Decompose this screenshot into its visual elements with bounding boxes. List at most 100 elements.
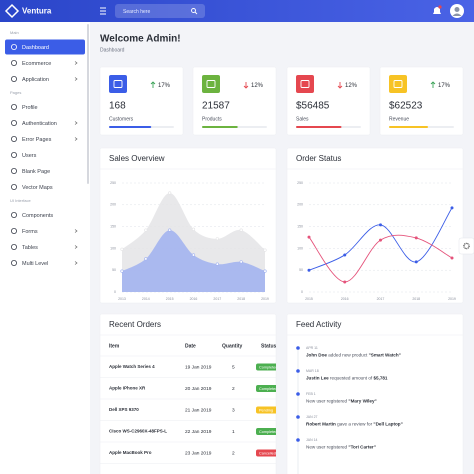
table-cell: 5 xyxy=(232,364,235,370)
orders-table: Item Date Quantity Status Apple Watch Series… xyxy=(100,343,277,464)
feed-action: added new product xyxy=(328,353,368,358)
feed-text: Robert Martin gave a review for "Dell La… xyxy=(306,422,403,427)
table-cell: 3 xyxy=(232,407,235,413)
status-badge xyxy=(256,406,276,414)
y-tick-label: 100 xyxy=(297,246,303,250)
table-cell: 20 Jan 2019 xyxy=(185,386,212,392)
stat-icon-glyph xyxy=(393,80,403,88)
progress-bar xyxy=(296,126,342,128)
feed-object: "Tori Carter" xyxy=(348,445,376,450)
sidebar-item[interactable]: Forms xyxy=(22,229,38,235)
avatar-head xyxy=(454,7,460,12)
stat-value: 21587 xyxy=(202,101,230,112)
sidebar-item[interactable]: Error Pages xyxy=(22,137,52,143)
point xyxy=(343,280,347,284)
x-tick-label: 2018 xyxy=(412,297,420,301)
sidebar-item[interactable]: Multi Level xyxy=(22,261,48,267)
point xyxy=(144,257,148,261)
feed-actor: John Doe xyxy=(306,353,327,358)
sidebar-item[interactable]: Profile xyxy=(22,105,38,111)
feed-date: FEB 1 xyxy=(306,392,316,396)
timeline-dot xyxy=(296,346,300,350)
table-cell: 23 Jan 2019 xyxy=(185,450,212,456)
sidebar-icon xyxy=(10,227,17,234)
sidebar-arrow xyxy=(74,121,78,125)
sidebar-arrow xyxy=(74,77,78,81)
sidebar-item[interactable]: Tables xyxy=(22,245,38,251)
stat-change: 12% xyxy=(345,83,358,89)
y-tick-label: 50 xyxy=(299,268,303,272)
search-box[interactable] xyxy=(115,4,205,18)
feed-card xyxy=(286,313,464,474)
search-icon xyxy=(194,11,198,15)
progress-bar xyxy=(202,126,238,128)
sidebar-item[interactable]: Ecommerce xyxy=(22,61,51,67)
point xyxy=(307,268,311,272)
stat-icon xyxy=(389,75,407,93)
feed-date: JAN 14 xyxy=(306,438,318,442)
feed-action: New user registered xyxy=(306,445,348,450)
point xyxy=(191,227,196,231)
settings-button[interactable] xyxy=(458,237,474,255)
stat-icon-glyph xyxy=(206,80,216,88)
x-tick-label: 2017 xyxy=(377,297,385,301)
timeline-dot xyxy=(296,415,300,419)
sidebar-icon xyxy=(10,135,17,142)
sidebar-icon xyxy=(10,167,17,174)
y-tick-label: 250 xyxy=(110,181,116,185)
column-header: Date xyxy=(185,343,196,349)
sidebar-item[interactable]: Application xyxy=(22,77,49,83)
sidebar-item[interactable]: Blank Page xyxy=(22,169,50,175)
point xyxy=(144,228,148,232)
logo-icon xyxy=(4,3,20,19)
feed-actor: Robert Martin xyxy=(306,422,336,427)
column-header: Item xyxy=(109,343,120,349)
chart-title: Order Status xyxy=(296,154,341,163)
sidebar-arrow xyxy=(74,245,78,249)
trend-arrow xyxy=(337,82,343,89)
sidebar-icon xyxy=(10,120,17,127)
point xyxy=(414,260,418,264)
sidebar-icon xyxy=(10,60,17,67)
stat-icon xyxy=(296,75,314,93)
y-tick-label: 0 xyxy=(301,290,303,294)
feed-object: "Dell Laptop" xyxy=(373,422,402,427)
avatar-body xyxy=(452,13,462,16)
sidebar-item[interactable]: Dashboard xyxy=(22,45,49,51)
status-badge xyxy=(256,428,276,435)
point xyxy=(379,223,382,227)
stat-icon-glyph xyxy=(113,80,123,88)
x-tick-label: 2014 xyxy=(142,297,150,301)
sidebar-item[interactable]: Components xyxy=(22,213,53,219)
x-tick-label: 2016 xyxy=(341,297,349,301)
status-badge xyxy=(256,449,276,457)
stat-icon xyxy=(109,75,127,93)
table-cell: 2 xyxy=(232,386,235,392)
notification-dot xyxy=(438,5,442,9)
sidebar-item[interactable]: Users xyxy=(22,153,37,159)
status-text: Pending xyxy=(259,408,273,412)
point xyxy=(379,238,382,242)
feed-object: "Mary Wiley" xyxy=(348,399,376,404)
stat-icon xyxy=(202,75,220,93)
x-tick-label: 2013 xyxy=(118,297,126,301)
sidebar-icon xyxy=(10,243,17,250)
y-tick-label: 50 xyxy=(112,268,116,272)
y-tick-label: 250 xyxy=(297,181,303,185)
sidebar-icon xyxy=(10,259,17,266)
stat-change: 17% xyxy=(158,83,171,89)
feed-object: "Smart Watch" xyxy=(369,353,401,358)
sidebar-arrow xyxy=(74,137,78,141)
sidebar-item[interactable]: Vector Maps xyxy=(22,185,53,191)
sidebar xyxy=(0,22,90,474)
bell-icon[interactable] xyxy=(433,7,441,14)
point xyxy=(215,237,219,241)
sidebar-item[interactable]: Authentication xyxy=(22,121,57,127)
sidebar-arrow xyxy=(74,61,78,65)
status-text: Completed xyxy=(259,387,277,391)
trend-arrow xyxy=(430,81,436,88)
sidebar-section-title: Main xyxy=(10,30,19,35)
stat-label: Revenue xyxy=(389,116,409,122)
point xyxy=(239,260,243,264)
timeline-dot xyxy=(296,392,300,396)
